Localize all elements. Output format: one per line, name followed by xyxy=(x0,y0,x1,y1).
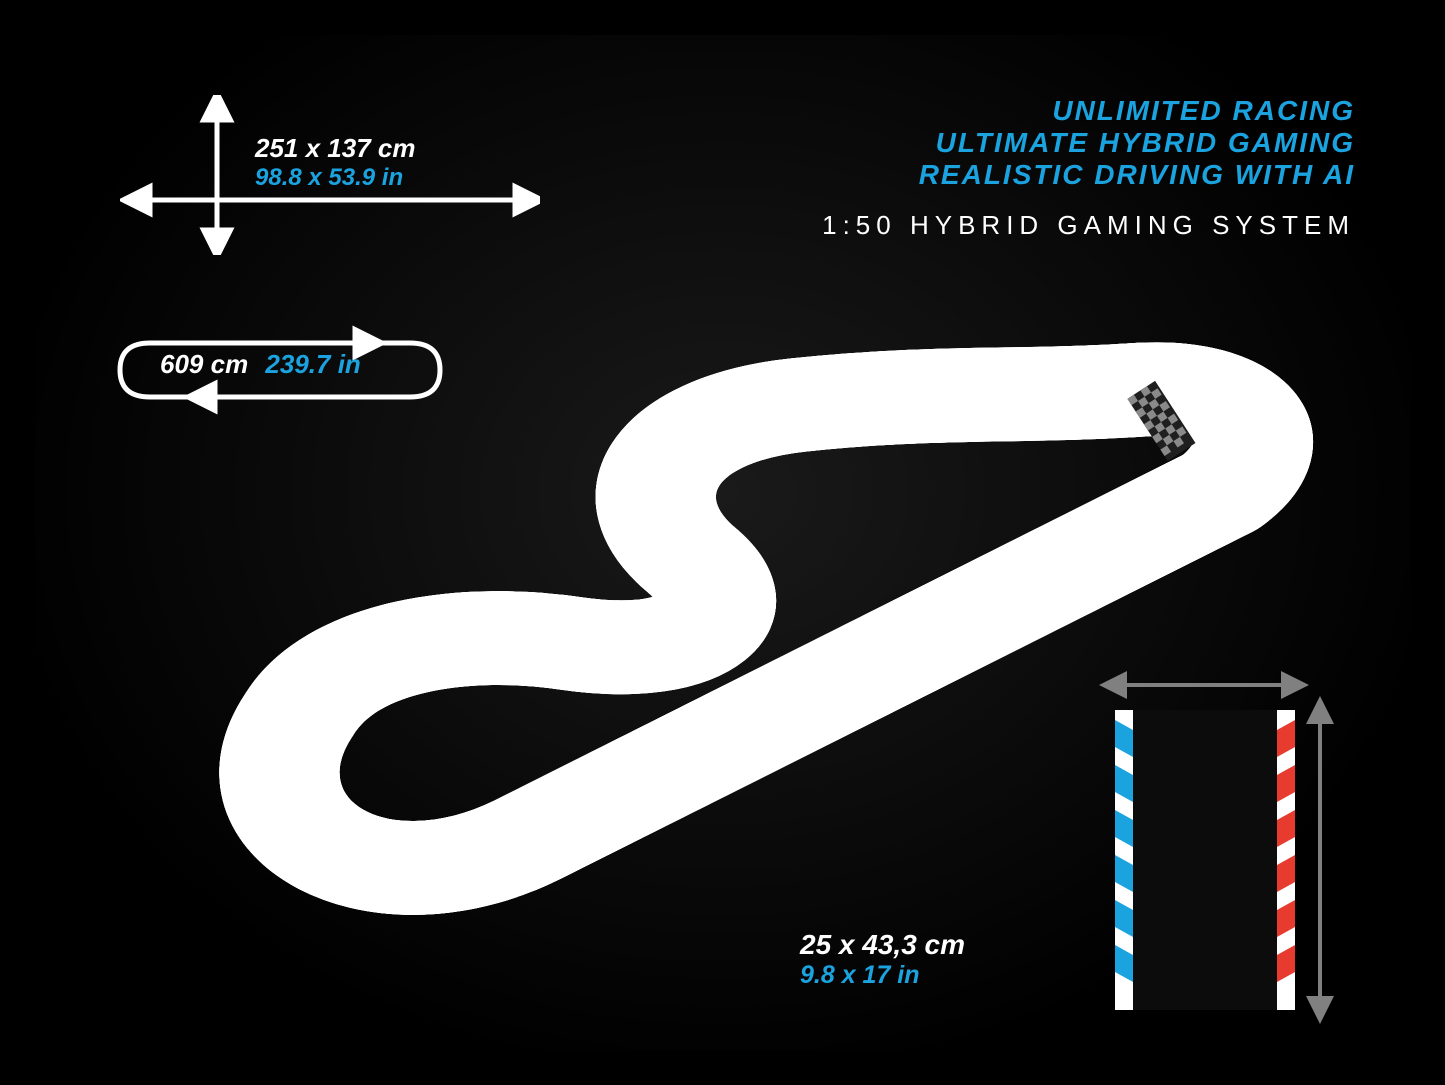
headline: UNLIMITED RACING ULTIMATE HYBRID GAMING … xyxy=(919,95,1355,192)
headline-line-2: ULTIMATE HYBRID GAMING xyxy=(919,127,1355,159)
tile-metric: 25 x 43,3 cm xyxy=(800,929,965,961)
overall-dim-metric: 251 x 137 cm xyxy=(255,133,415,164)
overall-dim-label: 251 x 137 cm 98.8 x 53.9 in xyxy=(255,133,415,192)
track-tile-dimensions: 25 x 43,3 cm 9.8 x 17 in xyxy=(1035,665,1365,1025)
headline-line-3: REALISTIC DRIVING WITH AI xyxy=(919,159,1355,191)
tile-diagram xyxy=(1035,665,1365,1025)
overall-dimensions: 251 x 137 cm 98.8 x 53.9 in xyxy=(120,95,540,255)
overall-dim-imperial: 98.8 x 53.9 in xyxy=(255,164,415,192)
headline-line-1: UNLIMITED RACING xyxy=(919,95,1355,127)
tile-dim-label: 25 x 43,3 cm 9.8 x 17 in xyxy=(800,929,965,990)
tile-imperial: 9.8 x 17 in xyxy=(800,961,965,990)
infographic-canvas: UNLIMITED RACING ULTIMATE HYBRID GAMING … xyxy=(35,35,1410,1050)
subheadline: 1:50 HYBRID GAMING SYSTEM xyxy=(822,210,1355,241)
